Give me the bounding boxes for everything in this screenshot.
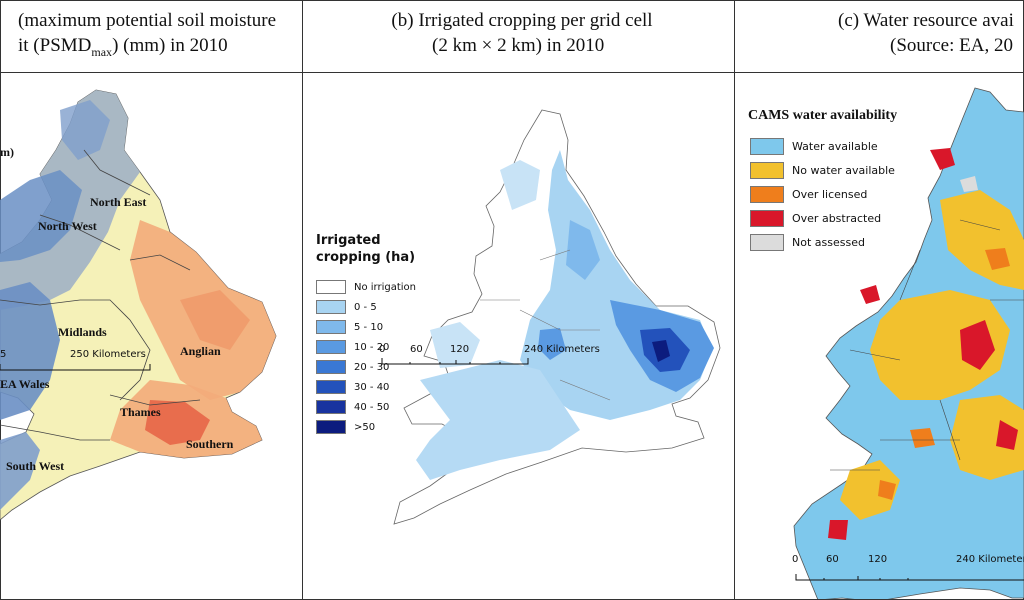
region-label-midlands: Midlands [58, 325, 107, 339]
region-label-thames: Thames [120, 405, 161, 419]
legend-swatch [750, 138, 784, 155]
region-label-north-east: North East [90, 195, 146, 209]
legend-swatch [316, 340, 346, 354]
legend-b-item: 20 - 30 [316, 360, 389, 374]
legend-b-item: 5 - 10 [316, 320, 383, 334]
legend-c-item: Water available [750, 138, 878, 155]
legend-swatch [316, 400, 346, 414]
legend-swatch [750, 162, 784, 179]
svg-text:250 Kilometers: 250 Kilometers [70, 349, 146, 360]
scale-bar-c: 0 60 120 240 Kilometer [792, 554, 1024, 581]
legend-b-item: 30 - 40 [316, 380, 389, 394]
legend-c-item: Not assessed [750, 234, 865, 251]
scale-bar-a: 5 250 Kilometers [0, 349, 151, 371]
legend-swatch [316, 300, 346, 314]
legend-fragment-a: m) [0, 145, 14, 159]
svg-text:5: 5 [0, 349, 6, 360]
panel-a-title: (maximum potential soil moisture it (PSM… [18, 10, 277, 59]
map-c-water-availability [793, 87, 1024, 599]
region-label-southern: Southern [186, 437, 234, 451]
legend-c-item: Over abstracted [750, 210, 881, 227]
panel-c-title: (c) Water resource avai (Source: EA, 20 [838, 10, 1014, 56]
title-divider [0, 72, 1024, 73]
legend-c-item: Over licensed [750, 186, 867, 203]
legend-c-title: CAMS water availability [748, 108, 898, 123]
map-b-irrigation [393, 109, 721, 525]
svg-text:120: 120 [450, 344, 469, 355]
region-label-north-west: North West [38, 219, 97, 233]
legend-b-item: 0 - 5 [316, 300, 377, 314]
legend-swatch [316, 420, 346, 434]
svg-text:60: 60 [826, 554, 839, 565]
legend-swatch [316, 380, 346, 394]
svg-text:60: 60 [410, 344, 423, 355]
legend-b-item: 10 - 20 [316, 340, 389, 354]
svg-text:240 Kilometers: 240 Kilometers [524, 344, 600, 355]
scale-bar-b: 0 60 120 240 Kilometers [379, 344, 600, 365]
legend-swatch [750, 210, 784, 227]
legend-swatch [316, 320, 346, 334]
legend-b-item: >50 [316, 420, 375, 434]
panel-divider-1 [302, 0, 303, 600]
legend-swatch [316, 360, 346, 374]
legend-swatch [316, 280, 346, 294]
panel-b-title: (b) Irrigated cropping per grid cell (2 … [391, 10, 653, 56]
legend-b-item: No irrigation [316, 280, 416, 294]
region-label-ea-wales: EA Wales [0, 377, 50, 391]
svg-text:0: 0 [379, 344, 385, 355]
legend-swatch [750, 186, 784, 203]
region-label-anglian: Anglian [180, 344, 221, 358]
legend-b-title: Irrigated cropping (ha) [316, 233, 416, 265]
legend-swatch [750, 234, 784, 251]
svg-text:240 Kilometer: 240 Kilometer [956, 554, 1024, 565]
region-label-south-west: South West [6, 459, 64, 473]
legend-b-item: 40 - 50 [316, 400, 389, 414]
panel-divider-2 [734, 0, 735, 600]
svg-text:0: 0 [792, 554, 798, 565]
svg-text:120: 120 [868, 554, 887, 565]
legend-c-item: No water available [750, 162, 895, 179]
map-a-psmd: North East North West Midlands Anglian E… [0, 89, 277, 521]
